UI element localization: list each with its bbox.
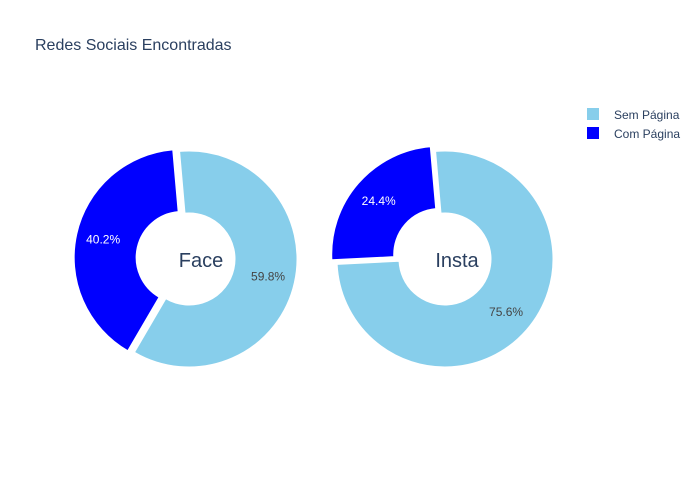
legend-entry-sem-pagina[interactable]: Sem Página xyxy=(587,108,680,122)
slice-face-com-pagina[interactable] xyxy=(73,149,179,352)
slice-face-sem-pagina[interactable] xyxy=(133,150,298,368)
pies-group: 59.8% 40.2% Face 75.6% 24.4% Insta xyxy=(73,146,554,368)
slice-insta-sem-pagina[interactable] xyxy=(336,150,554,368)
legend-entry-com-pagina[interactable]: Com Página xyxy=(587,127,680,141)
center-label-insta: Insta xyxy=(435,250,479,272)
chart-title: Redes Sociais Encontradas xyxy=(35,37,232,54)
legend-swatch-com-pagina xyxy=(587,127,599,139)
legend-label-com-pagina: Com Página xyxy=(614,127,680,141)
slice-insta-com-pagina[interactable] xyxy=(331,146,437,261)
legend: Sem Página Com Página xyxy=(587,108,680,141)
slice-label-face-com-pagina: 40.2% xyxy=(86,233,120,247)
slice-label-insta-sem-pagina: 75.6% xyxy=(489,305,523,319)
legend-swatch-sem-pagina xyxy=(587,108,599,120)
legend-label-sem-pagina: Sem Página xyxy=(614,108,680,122)
slice-label-insta-com-pagina: 24.4% xyxy=(362,194,396,208)
center-label-face: Face xyxy=(179,250,223,272)
slice-label-face-sem-pagina: 59.8% xyxy=(251,270,285,284)
